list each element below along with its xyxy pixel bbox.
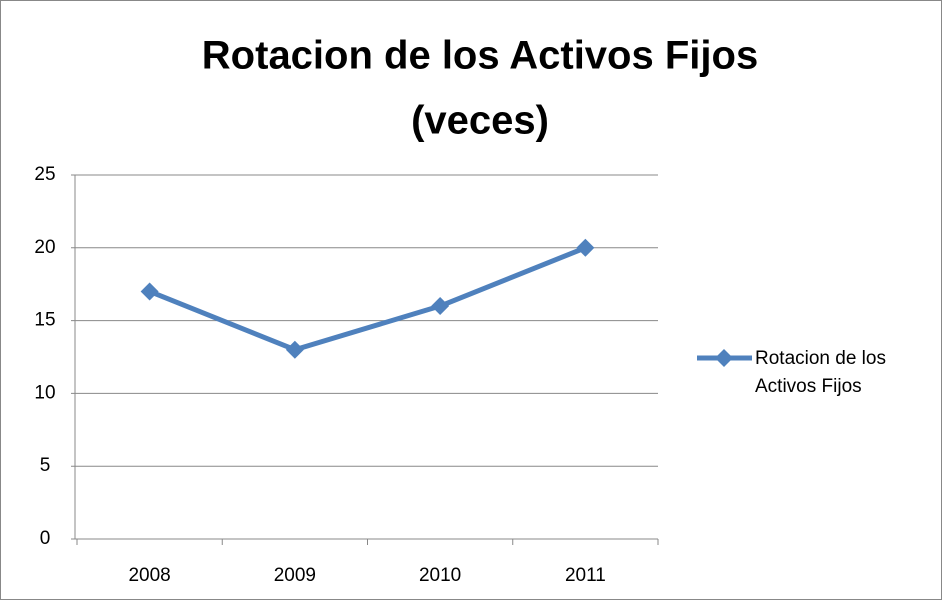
y-tick-label: 5 (40, 455, 51, 476)
series-line (148, 245, 587, 353)
y-tick-label: 15 (34, 310, 55, 331)
marker (285, 340, 304, 359)
marker (576, 238, 595, 257)
chart-title: (veces) (411, 99, 549, 143)
x-tick-label: 2009 (274, 565, 316, 586)
chart-title: Rotacion de los Activos Fijos (202, 34, 758, 78)
x-tick-label: 2010 (419, 565, 461, 586)
legend-marker (715, 349, 733, 367)
y-tick-label: 10 (34, 382, 55, 403)
y-tick-label: 20 (34, 237, 55, 258)
marker (140, 282, 159, 301)
y-tick-label: 0 (40, 528, 51, 549)
legend-label: Rotacion de los Activos Fijos (755, 348, 886, 397)
x-tick-label: 2011 (565, 565, 606, 586)
marker (431, 297, 450, 316)
x-tick-label: 2008 (128, 565, 170, 586)
y-tick-label: 25 (34, 164, 55, 185)
